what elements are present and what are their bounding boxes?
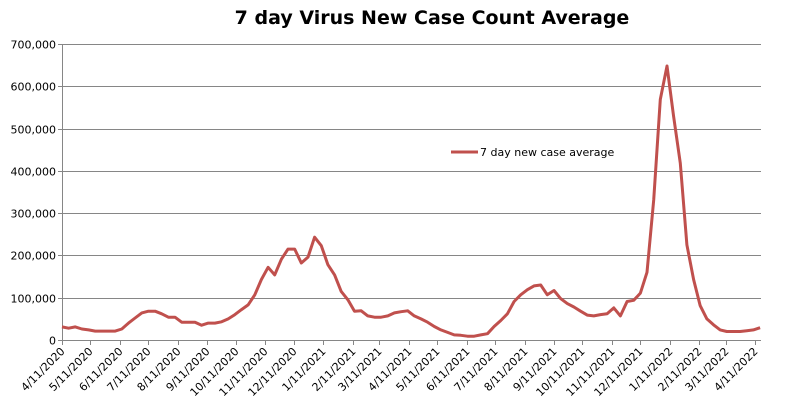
- legend: 7 day new case average: [451, 146, 615, 159]
- gridlines: [62, 44, 761, 341]
- y-tick-label: 300,000: [11, 208, 57, 221]
- x-axis: 4/11/20205/11/20206/11/20207/11/20208/11…: [19, 340, 761, 399]
- y-tick-label: 600,000: [11, 81, 57, 94]
- chart-title: 7 day Virus New Case Count Average: [235, 7, 630, 29]
- y-tick-label: 500,000: [11, 124, 57, 137]
- y-tick-label: 700,000: [11, 39, 57, 52]
- y-tick-label: 100,000: [11, 293, 57, 306]
- series-line: [61, 64, 761, 338]
- y-tick-label: 0: [49, 335, 56, 348]
- y-tick-label: 200,000: [11, 250, 57, 263]
- y-axis: 0 100,000 200,000 300,000 400,000 500,000 600,…: [11, 39, 63, 348]
- legend-label: 7 day new case average: [480, 146, 615, 159]
- series-layer: [61, 64, 761, 338]
- y-tick-label: 400,000: [11, 166, 57, 179]
